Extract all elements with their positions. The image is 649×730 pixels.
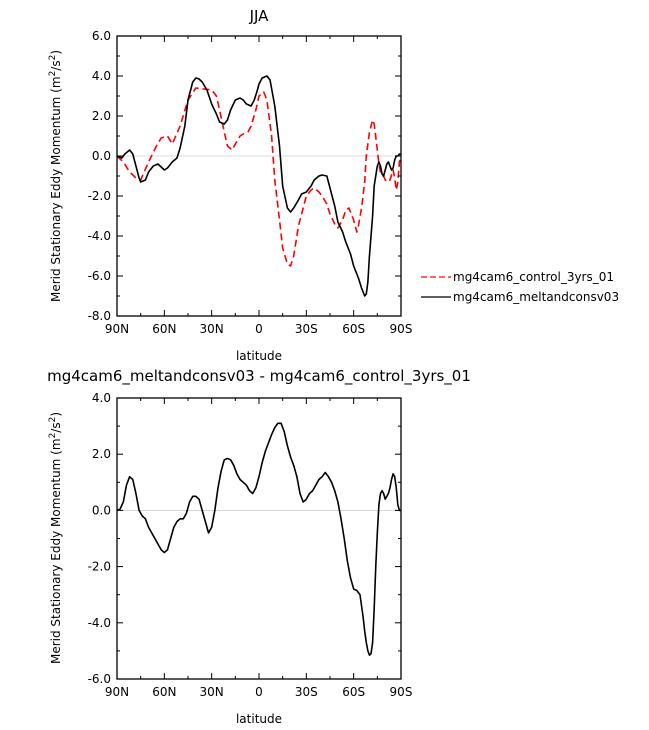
bottom-chart-y-tick-label: 4.0	[92, 391, 111, 405]
bottom-chart-x-tick-label: 0	[255, 685, 263, 699]
top-chart-y-axis-unit-close: )	[49, 50, 63, 55]
bottom-chart-y-axis-unit-sep: /s	[49, 422, 63, 432]
top-chart-ticks: 90N 60N 30N 0 30S 60S 90S -8.0 -6.0 -4.0 -2.0 0.0 2.…	[88, 29, 413, 336]
top-chart-x-tick-label: 0	[255, 322, 263, 336]
top-chart-y-tick-label: -6.0	[88, 269, 111, 283]
top-chart-series-line-0	[116, 87, 402, 267]
bottom-chart-x-tick-label: 30S	[295, 685, 318, 699]
bottom-chart-x-axis-label: latitude	[236, 712, 282, 726]
bottom-chart-x-tick-label: 60N	[152, 685, 176, 699]
top-chart: JJA 90N 60N 30N 0 30S 60S 90S -8.0 -6.0 -4.0 -2.0 0…	[48, 7, 619, 363]
bottom-chart: mg4cam6_meltandconsv03 - mg4cam6_control…	[47, 367, 471, 726]
top-chart-x-tick-label: 60N	[152, 322, 176, 336]
top-chart-y-axis-unit-exp2: 2	[48, 55, 58, 61]
top-chart-series	[116, 75, 402, 297]
top-chart-y-axis-label-text: Merid Stationary Eddy Momentum	[49, 97, 63, 302]
bottom-chart-x-tick-label: 60S	[342, 685, 365, 699]
top-chart-y-tick-label: 6.0	[92, 29, 111, 43]
top-chart-x-tick-label: 60S	[342, 322, 365, 336]
bottom-chart-plot-frame	[116, 397, 402, 680]
bottom-chart-x-tick-label: 30N	[200, 685, 224, 699]
top-chart-y-axis-unit-base: m	[49, 76, 63, 88]
top-chart-y-tick-label: -8.0	[88, 309, 111, 323]
top-chart-y-tick-label: -4.0	[88, 229, 111, 243]
legend-label-meltandconsv03: mg4cam6_meltandconsv03	[453, 290, 619, 304]
bottom-chart-title: mg4cam6_meltandconsv03 - mg4cam6_control…	[47, 367, 471, 386]
top-chart-y-axis-unit-sep: /s	[49, 60, 63, 70]
legend-label-control: mg4cam6_control_3yrs_01	[453, 270, 614, 284]
bottom-chart-ticks: 90N 60N 30N 0 30S 60S 90S -6.0 -4.0 -2.0 0.0 2.0 4.0	[88, 391, 413, 699]
bottom-chart-y-axis-label: Merid Stationary Eddy Momentum (m2/s2)	[48, 412, 63, 664]
top-chart-y-tick-label: 0.0	[92, 149, 111, 163]
top-chart-legend: mg4cam6_control_3yrs_01 mg4cam6_meltandc…	[421, 270, 619, 304]
top-chart-title: JJA	[249, 7, 270, 25]
bottom-chart-y-tick-label: -4.0	[88, 616, 111, 630]
top-chart-y-axis-unit-open: (	[49, 88, 63, 93]
top-chart-y-tick-label: -2.0	[88, 189, 111, 203]
bottom-chart-y-axis-unit-exp2: 2	[48, 417, 58, 423]
top-chart-plot-frame	[116, 35, 402, 317]
bottom-chart-x-tick-label: 90N	[105, 685, 129, 699]
bottom-chart-y-tick-label: -6.0	[88, 672, 111, 686]
top-chart-x-tick-label: 30N	[200, 322, 224, 336]
bottom-chart-y-axis-label-text: Merid Stationary Eddy Momentum	[49, 459, 63, 664]
top-chart-x-tick-label: 90N	[105, 322, 129, 336]
bottom-chart-x-tick-label: 90S	[390, 685, 413, 699]
bottom-chart-y-axis-unit-exp1: 2	[48, 433, 58, 439]
top-chart-y-tick-label: 2.0	[92, 109, 111, 123]
top-chart-x-tick-label: 30S	[295, 322, 318, 336]
top-chart-y-axis-label: Merid Stationary Eddy Momentum (m2/s2)	[48, 50, 63, 302]
top-chart-y-tick-label: 4.0	[92, 69, 111, 83]
bottom-chart-y-axis-unit-close: )	[49, 412, 63, 417]
top-chart-y-axis-unit-exp1: 2	[48, 71, 58, 77]
top-chart-x-axis-label: latitude	[236, 349, 282, 363]
bottom-chart-y-axis-unit-base: m	[49, 438, 63, 450]
top-chart-series-line-1	[116, 75, 401, 297]
top-chart-x-tick-label: 90S	[390, 322, 413, 336]
bottom-chart-y-tick-label: 0.0	[92, 503, 111, 517]
bottom-chart-y-axis-unit-open: (	[49, 450, 63, 455]
bottom-chart-y-tick-label: -2.0	[88, 560, 111, 574]
bottom-chart-series	[116, 422, 401, 656]
bottom-chart-series-line-0	[116, 422, 401, 656]
bottom-chart-y-tick-label: 2.0	[92, 447, 111, 461]
